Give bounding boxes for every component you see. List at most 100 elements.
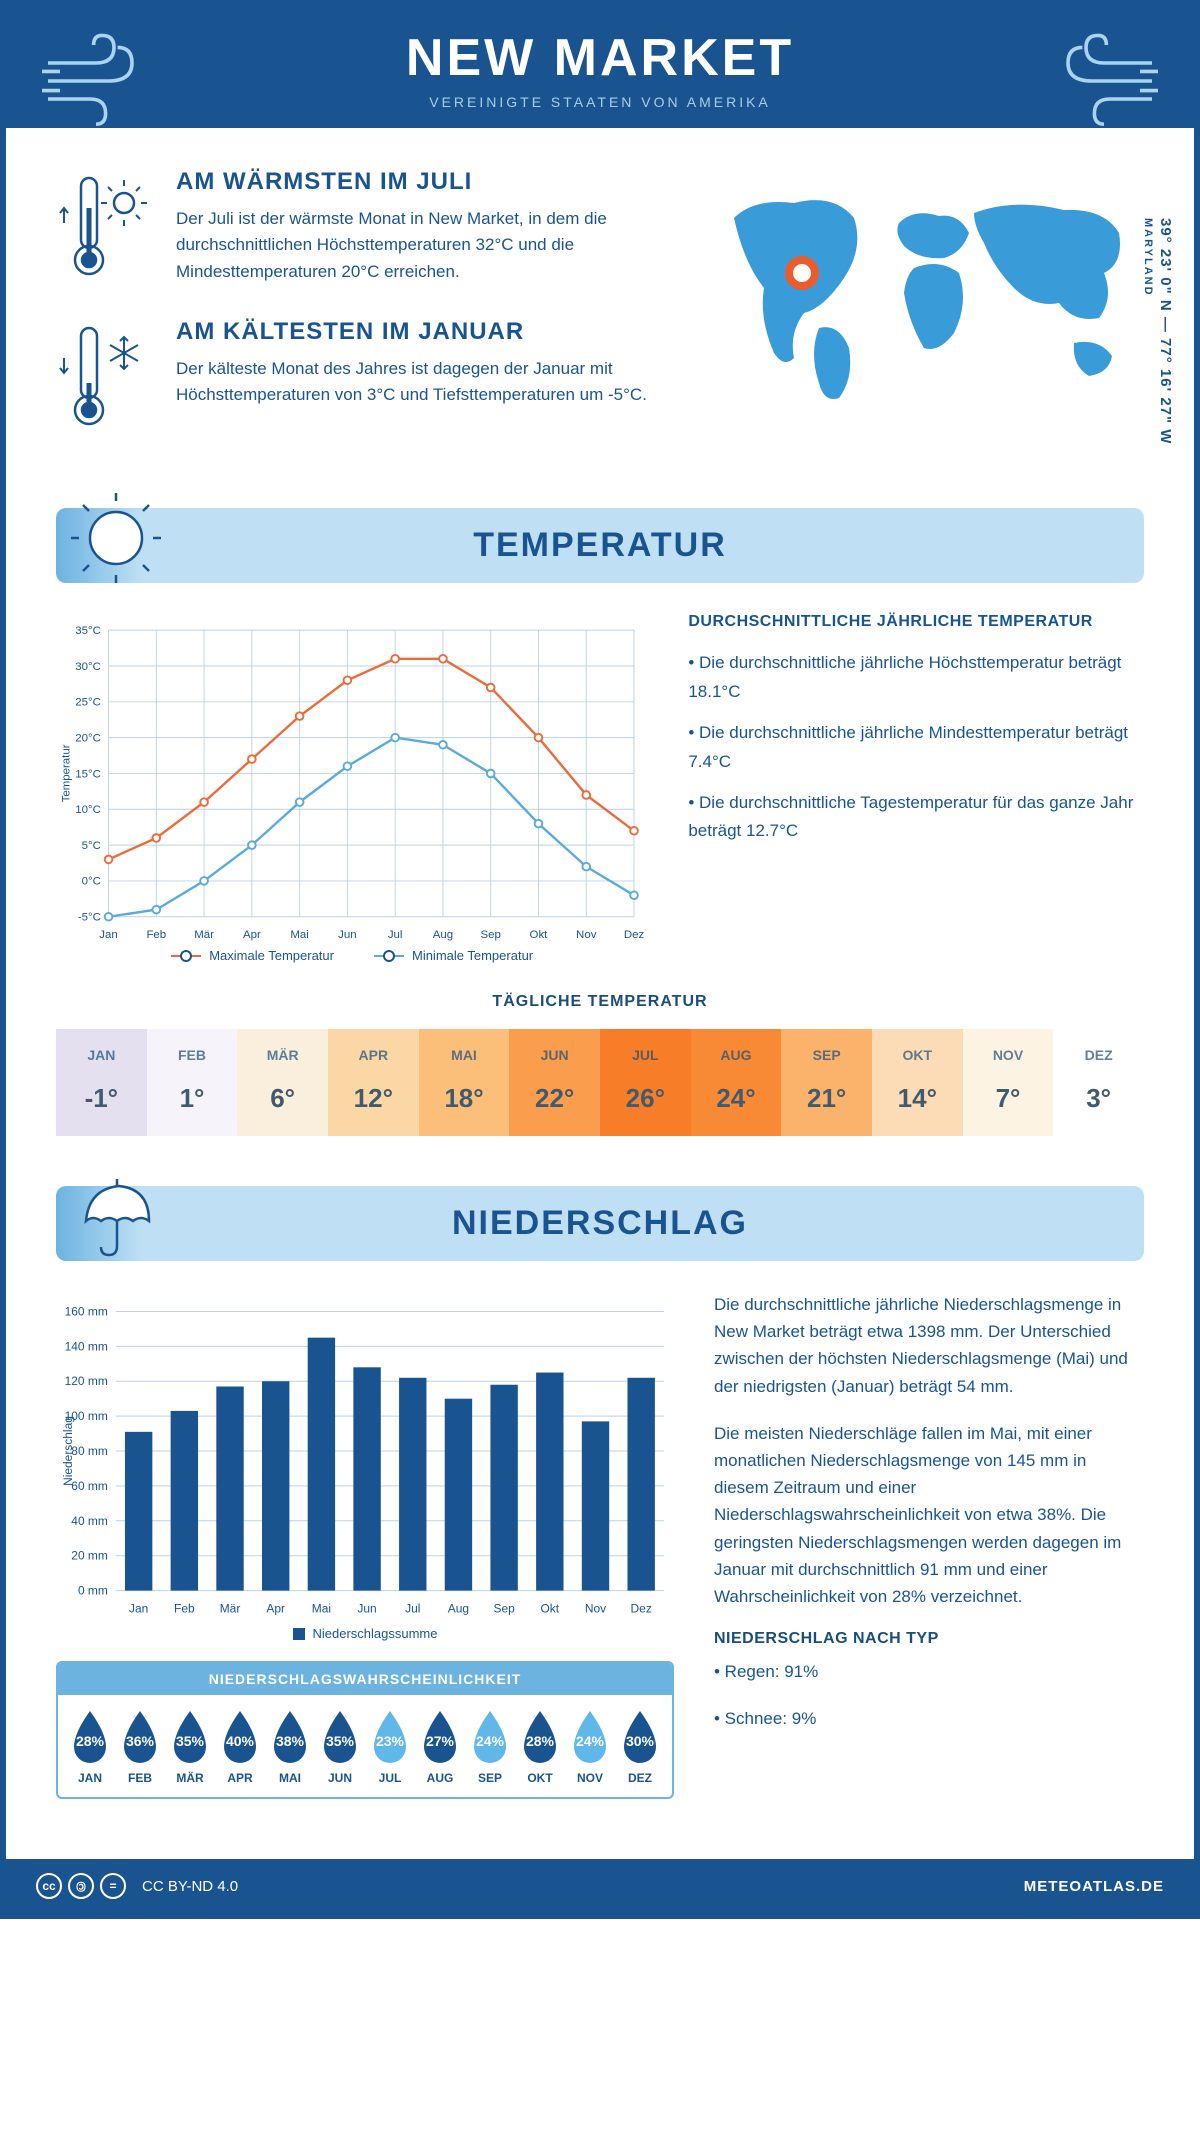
temp-section-head: TEMPERATUR [56,508,1144,583]
prob-box: NIEDERSCHLAGSWAHRSCHEINLICHKEIT 28% JAN … [56,1661,674,1799]
svg-text:20 mm: 20 mm [71,1549,108,1563]
precip-type1: • Regen: 91% [714,1658,1144,1685]
svg-text:Mär: Mär [220,1602,241,1616]
svg-text:Sep: Sep [481,929,501,941]
precip-left: 0 mm20 mm40 mm60 mm80 mm100 mm120 mm140 … [56,1291,674,1799]
prob-row: 28% JAN 36% FEB 35% MÄR 40% APR 38% MAI … [58,1695,672,1797]
precip-bar-chart: 0 mm20 mm40 mm60 mm80 mm100 mm120 mm140 … [56,1291,674,1631]
svg-text:Dez: Dez [624,929,645,941]
daily-cell: JUN22° [509,1029,600,1136]
wind-icon-right [1044,21,1164,141]
svg-text:Okt: Okt [541,1602,560,1616]
precip-type2: • Schnee: 9% [714,1705,1144,1732]
svg-text:0 mm: 0 mm [78,1584,108,1598]
by-icon: 🄯 [68,1873,94,1899]
prob-drop: 27% AUG [416,1707,464,1785]
prob-drop: 30% DEZ [616,1707,664,1785]
page-subtitle: VEREINIGTE STAATEN VON AMERIKA [6,94,1194,110]
warmest-title: AM WÄRMSTEN IM JULI [176,168,664,196]
license-block: cc 🄯 = CC BY-ND 4.0 [36,1873,238,1899]
svg-text:Feb: Feb [174,1602,195,1616]
intro-row: AM WÄRMSTEN IM JULI Der Juli ist der wär… [56,168,1144,468]
svg-text:Dez: Dez [631,1602,652,1616]
prob-drop: 36% FEB [116,1707,164,1785]
legend-max: Maximale Temperatur [209,948,334,963]
svg-text:Aug: Aug [433,929,453,941]
coordinates: 39° 23' 0" N — 77° 16' 27" W MARYLAND [1140,218,1174,444]
svg-text:Mai: Mai [290,929,308,941]
legend-min: Minimale Temperatur [412,948,533,963]
cc-icon: cc [36,1873,62,1899]
svg-text:25°C: 25°C [75,697,101,709]
prob-drop: 40% APR [216,1707,264,1785]
svg-text:5°C: 5°C [82,840,101,852]
svg-text:Jan: Jan [99,929,117,941]
prob-drop: 24% NOV [566,1707,614,1785]
svg-text:80 mm: 80 mm [71,1444,108,1458]
svg-text:40 mm: 40 mm [71,1514,108,1528]
svg-text:15°C: 15°C [75,768,101,780]
map-wrap: 39° 23' 0" N — 77° 16' 27" W MARYLAND [704,168,1144,468]
daily-cell: SEP21° [781,1029,872,1136]
svg-text:20°C: 20°C [75,732,101,744]
svg-text:Jun: Jun [357,1602,376,1616]
svg-text:160 mm: 160 mm [65,1304,108,1318]
svg-text:140 mm: 140 mm [65,1339,108,1353]
prob-drop: 28% OKT [516,1707,564,1785]
svg-text:60 mm: 60 mm [71,1479,108,1493]
svg-text:Nov: Nov [576,929,597,941]
svg-text:Aug: Aug [448,1602,469,1616]
warmest-block: AM WÄRMSTEN IM JULI Der Juli ist der wär… [56,168,664,288]
prob-drop: 23% JUL [366,1707,414,1785]
license-text: CC BY-ND 4.0 [142,1878,238,1895]
daily-cell: DEZ3° [1053,1029,1144,1136]
prob-drop: 28% JAN [66,1707,114,1785]
precip-p2: Die meisten Niederschläge fallen im Mai,… [714,1420,1144,1610]
warmest-text: Der Juli ist der wärmste Monat in New Ma… [176,206,664,285]
header: NEW MARKET VEREINIGTE STAATEN VON AMERIK… [6,6,1194,128]
daily-cell: FEB1° [147,1029,238,1136]
wind-icon-left [36,21,156,141]
svg-text:Mär: Mär [194,929,214,941]
coldest-block: AM KÄLTESTEN IM JANUAR Der kälteste Mona… [56,318,664,438]
temp-info-p1: • Die durchschnittliche jährliche Höchst… [688,649,1144,707]
prob-drop: 24% SEP [466,1707,514,1785]
daily-cell: OKT14° [872,1029,963,1136]
footer-brand: METEOATLAS.DE [1024,1878,1164,1895]
prob-drop: 35% JUN [316,1707,364,1785]
thermometer-cold-icon [56,318,156,438]
svg-text:Sep: Sep [493,1602,515,1616]
daily-cell: MÄR6° [237,1029,328,1136]
precip-type-title: NIEDERSCHLAG NACH TYP [714,1630,1144,1648]
svg-text:0°C: 0°C [82,876,101,888]
svg-text:Nov: Nov [585,1602,606,1616]
svg-text:35°C: 35°C [75,625,101,637]
region-text: MARYLAND [1142,218,1154,297]
intro-text: AM WÄRMSTEN IM JULI Der Juli ist der wär… [56,168,664,468]
temp-section: -5°C0°C5°C10°C15°C20°C25°C30°C35°CJanFeb… [56,613,1144,963]
svg-text:Feb: Feb [146,929,166,941]
temp-info-title: DURCHSCHNITTLICHE JÄHRLICHE TEMPERATUR [688,613,1144,631]
precip-right: Die durchschnittliche jährliche Niedersc… [714,1291,1144,1799]
precip-heading: NIEDERSCHLAG [56,1204,1144,1243]
daily-cell: JAN-1° [56,1029,147,1136]
precip-section-head: NIEDERSCHLAG [56,1186,1144,1261]
svg-text:Okt: Okt [530,929,549,941]
temp-chart: -5°C0°C5°C10°C15°C20°C25°C30°C35°CJanFeb… [56,613,648,963]
page-title: NEW MARKET [6,28,1194,88]
daily-cell: MAI18° [419,1029,510,1136]
daily-title: TÄGLICHE TEMPERATUR [56,993,1144,1011]
svg-text:Jul: Jul [388,929,403,941]
content: AM WÄRMSTEN IM JULI Der Juli ist der wär… [6,128,1194,1859]
daily-temp: TÄGLICHE TEMPERATUR JAN-1°FEB1°MÄR6°APR1… [56,993,1144,1136]
svg-text:10°C: 10°C [75,804,101,816]
thermometer-hot-icon [56,168,156,288]
coord-text: 39° 23' 0" N — 77° 16' 27" W [1157,218,1174,444]
coldest-title: AM KÄLTESTEN IM JANUAR [176,318,664,346]
temp-info-p3: • Die durchschnittliche Tagestemperatur … [688,789,1144,847]
prob-title: NIEDERSCHLAGSWAHRSCHEINLICHKEIT [58,1663,672,1695]
daily-cell: JUL26° [600,1029,691,1136]
svg-text:Temperatur: Temperatur [60,744,72,802]
temp-info-p2: • Die durchschnittliche jährliche Mindes… [688,719,1144,777]
temp-info: DURCHSCHNITTLICHE JÄHRLICHE TEMPERATUR •… [688,613,1144,963]
